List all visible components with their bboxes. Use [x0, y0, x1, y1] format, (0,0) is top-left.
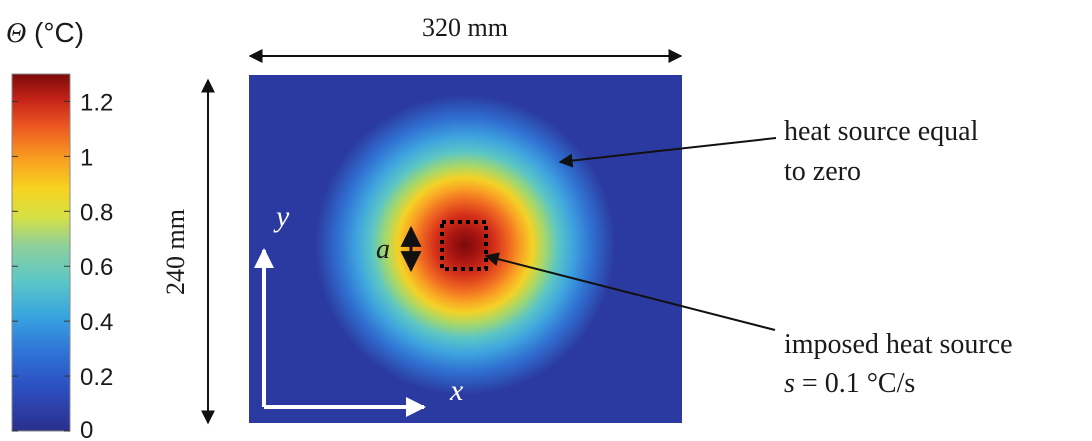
colorbar-title-unit: (°C)	[34, 17, 84, 48]
colorbar-tick-label: 0.4	[80, 309, 113, 336]
height-label: 240 mm	[161, 209, 190, 295]
colorbar-tick-label: 0.2	[80, 364, 113, 391]
imposed-source-var: s	[784, 368, 795, 399]
colorbar-ticks: 0 0.2 0.4 0.6 0.8 1 1.2	[12, 89, 113, 441]
source-size-label: a	[376, 234, 390, 265]
heat-map-field	[249, 75, 682, 423]
colorbar	[11, 73, 71, 432]
y-axis-label: y	[273, 200, 290, 233]
colorbar-tick-label: 1.2	[80, 89, 113, 116]
zero-source-text-line2: to zero	[784, 156, 861, 187]
imposed-source-region	[440, 220, 488, 271]
imposed-source-pointer	[484, 252, 776, 331]
colorbar-title-symbol: Θ	[6, 18, 26, 49]
colorbar-tick-label: 1	[80, 144, 93, 171]
imposed-source-text-line1: imposed heat source	[784, 329, 1013, 360]
colorbar-tick-label: 0	[80, 417, 93, 441]
colorbar-tick-label: 0.8	[80, 199, 113, 226]
x-axis-label: x	[449, 374, 464, 407]
imposed-source-value: = 0.1 °C/s	[795, 368, 915, 399]
zero-source-text-line1: heat source equal	[784, 116, 979, 147]
colorbar-tick-label: 0.6	[80, 254, 113, 281]
zero-source-pointer	[558, 137, 777, 168]
width-label: 320 mm	[422, 13, 508, 42]
imposed-source-rate: s = 0.1 °C/s	[784, 368, 915, 399]
